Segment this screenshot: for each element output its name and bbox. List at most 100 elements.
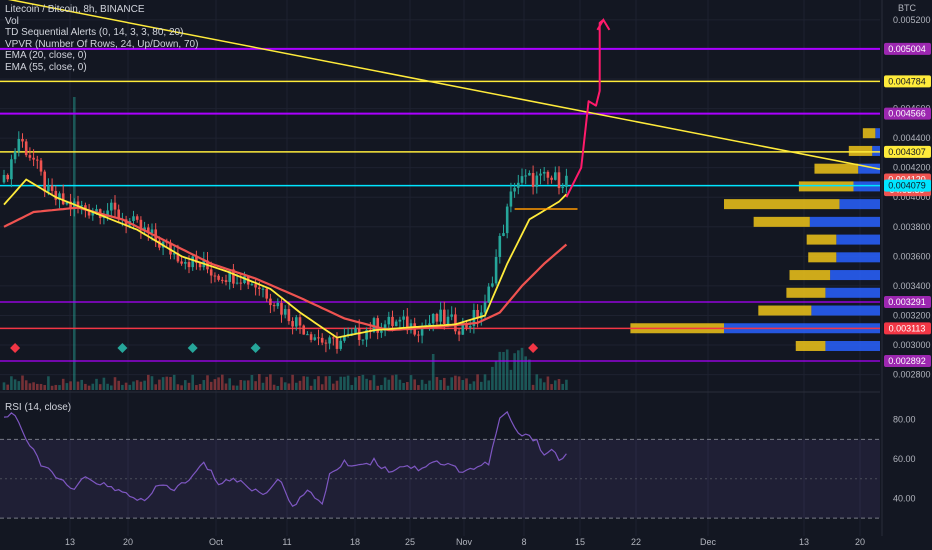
candle-body-49 [184, 262, 187, 264]
legend-ema20[interactable]: EMA (20, close, 0) [5, 50, 87, 62]
rsi-legend[interactable]: RSI (14, close) [5, 402, 72, 413]
volume-bar-62 [232, 385, 235, 390]
ema20-line [3, 178, 568, 339]
volume-bar-30 [113, 377, 117, 390]
volume-bar-144 [535, 374, 539, 390]
volume-bar-127 [472, 381, 476, 390]
volume-bar-131 [487, 380, 490, 390]
volume-bar-70 [261, 382, 265, 390]
volume-bar-72 [269, 374, 272, 390]
volume-bar-151 [561, 383, 564, 390]
volume-bar-13 [50, 385, 54, 390]
volume-bar-39 [147, 374, 150, 390]
volume-bar-56 [209, 381, 213, 390]
candle-body-144 [535, 175, 539, 187]
candle-body-85 [317, 337, 320, 339]
volume-bar-138 [513, 353, 516, 390]
volume-bar-31 [117, 380, 120, 390]
volume-bar-29 [110, 385, 113, 390]
candle-body-146 [542, 171, 546, 174]
volume-bar-60 [224, 383, 228, 390]
candle-body-91 [339, 340, 342, 349]
candle-body-14 [54, 190, 58, 200]
ema55-line [3, 206, 568, 332]
volume-bar-9 [36, 383, 39, 390]
volume-bar-40 [150, 376, 154, 390]
volume-bar-125 [465, 378, 468, 390]
volume-bar-76 [283, 382, 287, 390]
candle-body-60 [224, 280, 228, 282]
volume-bar-46 [172, 374, 176, 390]
legend-volume[interactable]: Vol [5, 15, 19, 27]
candle-body-150 [557, 172, 561, 189]
volume-bar-108 [402, 382, 405, 390]
candle-body-129 [480, 312, 483, 319]
candle-body-58 [217, 275, 220, 280]
vpvr-down-1 [848, 145, 873, 156]
price-tag-7: 0.003291 [888, 297, 926, 307]
candle-body-108 [402, 316, 405, 320]
legend-ema55[interactable]: EMA (55, close, 0) [5, 61, 87, 73]
volume-bar-14 [54, 384, 58, 390]
vpvr-down-7 [808, 252, 837, 263]
moving-averages [3, 178, 568, 339]
volume-bar-1 [6, 384, 9, 390]
legend-td-sequential[interactable]: TD Sequential Alerts (0, 14, 3, 3, 80, 2… [5, 27, 184, 39]
volume-bar-17 [65, 383, 69, 390]
candle-body-135 [502, 233, 505, 236]
trendline [7, 0, 881, 170]
volume-bar-49 [184, 380, 187, 390]
candle-body-145 [539, 173, 542, 176]
candle-body-35 [132, 216, 135, 222]
volume-bar-73 [272, 384, 276, 390]
volume-bar-32 [121, 384, 124, 390]
candle-body-140 [520, 176, 524, 183]
volume-bar-97 [361, 374, 365, 390]
vpvr-down-4 [724, 199, 840, 210]
volume-bar-142 [528, 359, 531, 390]
candle-body-4 [17, 138, 21, 152]
candle-body-61 [228, 269, 231, 282]
volume-bar-110 [409, 375, 413, 390]
legend-vpvr[interactable]: VPVR (Number Of Rows, 24, Up/Down, 70) [5, 38, 199, 50]
price-tag-bg-2 [884, 107, 931, 120]
volume-bar-15 [58, 385, 61, 390]
volume-bar-106 [394, 374, 398, 390]
volume-bar-99 [369, 380, 372, 390]
volume-bar-38 [143, 380, 146, 390]
candle-body-11 [43, 171, 46, 192]
x-tick-6: Nov [456, 537, 473, 547]
volume-bar-105 [391, 375, 394, 390]
candle-body-134 [498, 235, 502, 257]
volume-bar-37 [139, 381, 143, 390]
candle-body-76 [283, 309, 287, 315]
volume-bar-117 [435, 377, 439, 390]
volume-bar-52 [195, 385, 198, 390]
candle-body-141 [524, 175, 527, 177]
volume-bar-115 [428, 380, 431, 390]
candle-body-39 [147, 227, 150, 233]
candle-body-124 [461, 323, 465, 335]
candle-body-50 [187, 262, 191, 268]
volume-bar-50 [187, 382, 191, 390]
y-tick-8: 0.003600 [893, 251, 931, 261]
volume-bar-8 [32, 382, 35, 390]
symbol-title[interactable]: Litecoin / Bitcoin, 8h, BINANCE [5, 4, 145, 15]
candle-body-52 [195, 256, 198, 263]
candle-body-139 [517, 182, 520, 188]
rsi-y-tick-1: 60.00 [893, 454, 916, 464]
volume-bar-33 [124, 382, 128, 390]
volume-bar-16 [61, 378, 65, 390]
vpvr-up-1 [872, 145, 880, 156]
candle-body-122 [454, 314, 457, 332]
vpvr-up-7 [836, 252, 880, 263]
candle-body-22 [84, 205, 87, 211]
price-tag-bg-7 [884, 296, 931, 309]
vpvr-down-12 [795, 340, 826, 351]
volume-bar-114 [424, 383, 428, 390]
candle-body-71 [265, 288, 268, 299]
volume-bar-48 [180, 385, 183, 390]
volume-bar-130 [483, 374, 487, 390]
price-tag-2: 0.004566 [888, 109, 926, 119]
